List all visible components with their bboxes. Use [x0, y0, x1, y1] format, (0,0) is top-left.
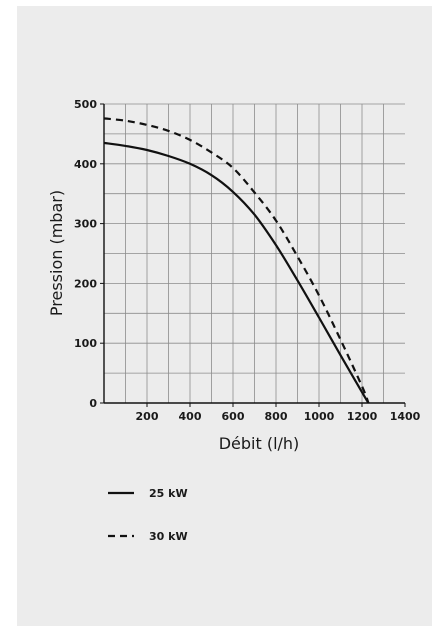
chart-legend: 25 kW 30 kW — [108, 487, 188, 543]
y-tick-label: 100 — [74, 337, 97, 350]
x-tick-label: 600 — [222, 410, 245, 423]
x-tick-label: 200 — [136, 410, 159, 423]
x-tick-label: 1000 — [304, 410, 335, 423]
y-tick-label: 300 — [74, 218, 97, 231]
x-axis-ticks: 200 400 600 800 1000 1200 1400 — [136, 403, 421, 423]
y-tick-label: 200 — [74, 277, 97, 290]
x-tick-label: 1400 — [390, 410, 421, 423]
chart-series — [103, 117, 370, 404]
x-tick-label: 1200 — [347, 410, 378, 423]
y-axis-title: Pression (mbar) — [47, 190, 66, 316]
y-tick-label: 400 — [74, 158, 97, 171]
chart-panel — [17, 6, 432, 626]
chart-axes — [103, 104, 405, 404]
y-tick-label: 500 — [74, 98, 97, 111]
x-tick-label: 400 — [179, 410, 202, 423]
x-tick-label: 800 — [265, 410, 288, 423]
chart-grid — [104, 103, 405, 403]
series-line-2 — [103, 117, 370, 404]
series-line-1 — [103, 141, 370, 404]
legend-label-2: 30 kW — [149, 530, 188, 543]
y-tick-label: 0 — [89, 397, 97, 410]
legend-label-1: 25 kW — [149, 487, 188, 500]
y-axis-ticks: 0 100 200 300 400 500 — [74, 98, 104, 410]
x-axis-title: Débit (l/h) — [219, 434, 300, 453]
